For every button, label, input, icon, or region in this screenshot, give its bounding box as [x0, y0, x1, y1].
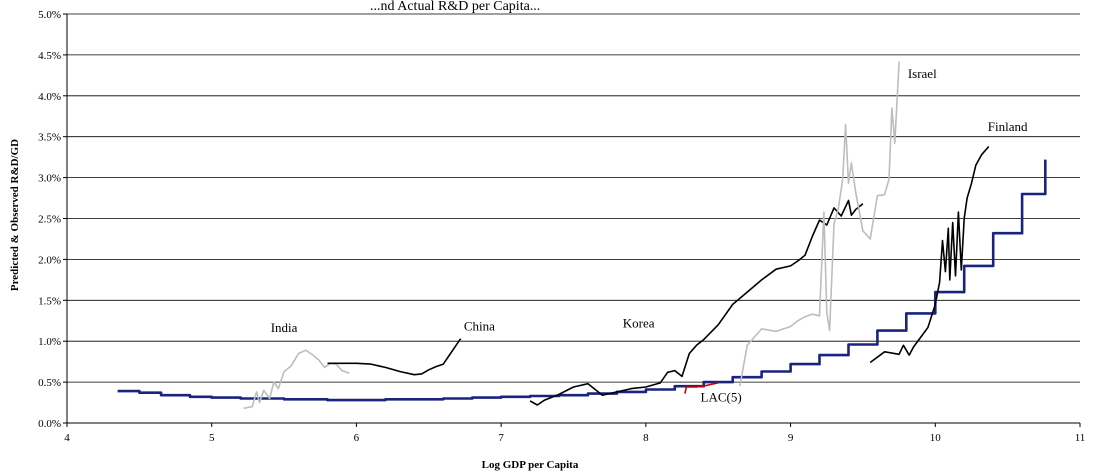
- series-line-china: [327, 338, 462, 376]
- x-tick-label: 9: [788, 432, 794, 444]
- series-line-korea: [529, 199, 864, 406]
- series-label: Korea: [623, 315, 655, 330]
- y-tick-label: 5.0%: [38, 9, 61, 21]
- x-tick-label: 8: [643, 432, 649, 444]
- series-label: India: [271, 320, 298, 335]
- series-line-finland: [869, 145, 990, 364]
- x-tick-label: 4: [64, 432, 70, 444]
- series-label: Finland: [988, 119, 1028, 134]
- annotations: India China Korea Israel Finland LAC(5): [271, 66, 1028, 405]
- y-tick-label: 1.5%: [38, 295, 61, 307]
- x-tick-label: 10: [930, 432, 942, 444]
- y-axis-title: Predicted & Observed R&D/GD: [9, 139, 21, 291]
- x-axis-title: Log GDP per Capita: [482, 459, 579, 471]
- series-line-predicted: [117, 159, 1047, 402]
- y-tick-label: 4.0%: [38, 91, 61, 103]
- series-line-israel: [739, 61, 900, 387]
- y-tick-label: 0.5%: [38, 377, 61, 389]
- series-label: China: [464, 319, 495, 334]
- y-tick-label: 0.0%: [38, 418, 61, 430]
- y-tick-label: 2.0%: [38, 254, 61, 266]
- x-tick-label: 6: [354, 432, 360, 444]
- series-group: [117, 61, 1047, 410]
- series-line-lac-5-: [684, 382, 719, 394]
- x-tick-label: 7: [498, 432, 504, 444]
- chart-title: ...nd Actual R&D per Capita...: [370, 0, 540, 14]
- y-tick-label: 4.5%: [38, 50, 61, 62]
- series-label: LAC(5): [701, 390, 742, 405]
- y-tick-label: 3.5%: [38, 132, 61, 144]
- y-tick-label: 2.5%: [38, 214, 61, 226]
- x-tick-label: 11: [1075, 432, 1086, 444]
- axes: 0.0% 0.5% 1.0% 1.5% 2.0% 2.5% 3.0% 3.5% 4.0% 4.5%…: [38, 9, 1085, 444]
- y-tick-label: 1.0%: [38, 336, 61, 348]
- x-tick-label: 5: [209, 432, 215, 444]
- y-tick-label: 3.0%: [38, 173, 61, 185]
- grid-lines: [67, 13, 1080, 383]
- series-label: Israel: [908, 66, 937, 81]
